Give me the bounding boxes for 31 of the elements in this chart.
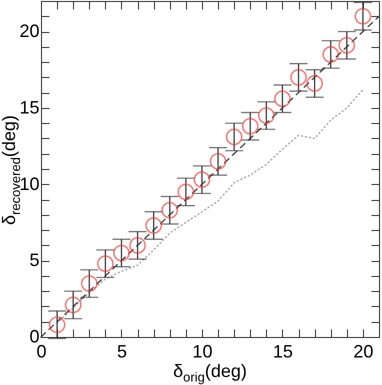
point	[354, 8, 372, 25]
point	[194, 171, 210, 188]
point	[64, 296, 82, 314]
point	[81, 275, 98, 292]
point	[258, 107, 275, 124]
y-tick-label: 15	[19, 97, 40, 118]
y-tick-label: 20	[19, 21, 40, 42]
point	[48, 316, 66, 334]
point	[161, 202, 178, 219]
point	[322, 46, 339, 63]
x-tick-label: 10	[192, 342, 212, 362]
x-tick-label: 20	[353, 342, 374, 362]
x-tick-label: 5	[116, 342, 127, 362]
point	[145, 217, 162, 234]
point	[113, 244, 130, 262]
point	[210, 153, 226, 170]
point	[274, 90, 291, 108]
point	[306, 75, 323, 92]
y-tick-label: 5	[29, 250, 40, 270]
point	[290, 69, 307, 86]
point	[178, 184, 194, 200]
point	[97, 255, 114, 272]
point	[129, 237, 146, 254]
point	[338, 37, 356, 54]
y-tick-label: 0	[29, 326, 40, 346]
line-series	[56, 88, 364, 324]
y-tick-label: 10	[19, 174, 40, 194]
point	[226, 128, 242, 146]
x-tick-label: 15	[272, 342, 293, 362]
point	[242, 118, 259, 135]
x-axis-title: δ$_{orig}$(deg)	[173, 361, 247, 385]
